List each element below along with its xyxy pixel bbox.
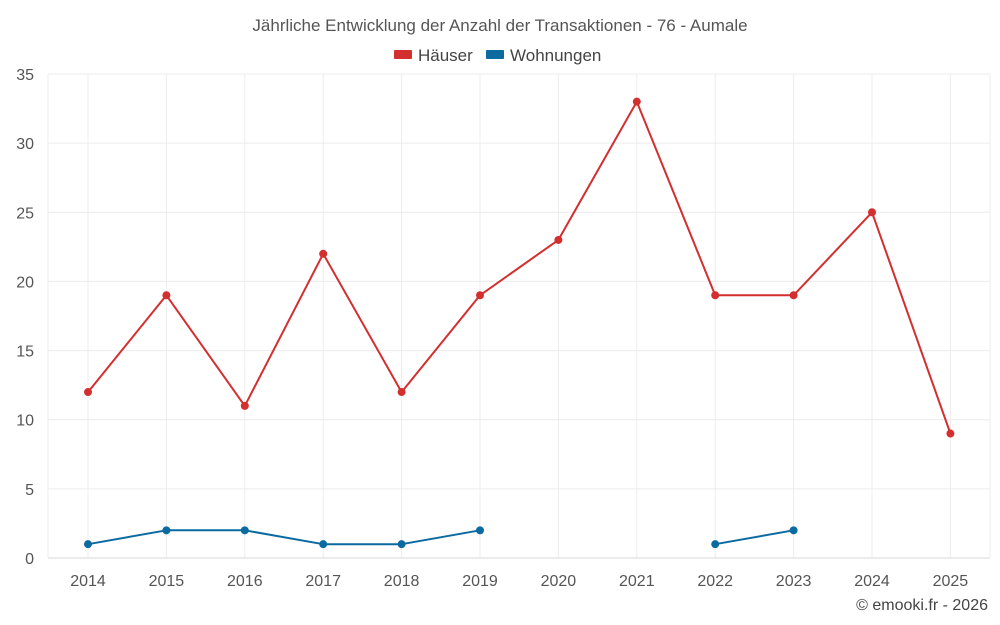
- data-point-wohnungen[interactable]: [319, 540, 328, 549]
- x-tick-label: 2014: [70, 573, 106, 590]
- data-point-wohnungen[interactable]: [162, 526, 171, 535]
- chart-title: Jährliche Entwicklung der Anzahl der Tra…: [252, 16, 747, 35]
- data-point-haeuser[interactable]: [632, 97, 641, 106]
- y-tick-label: 30: [16, 136, 34, 153]
- series-line-haeuser: [87, 100, 952, 434]
- y-tick-label: 35: [16, 67, 34, 84]
- footer-credit: © emooki.fr - 2026: [856, 597, 988, 614]
- y-axis: 0 5 10 15 20 25 30 35: [16, 67, 34, 568]
- data-point-haeuser[interactable]: [397, 388, 406, 397]
- x-tick-label: 2015: [149, 573, 185, 590]
- x-tick-label: 2021: [619, 573, 655, 590]
- x-tick-label: 2022: [697, 573, 733, 590]
- data-point-haeuser[interactable]: [711, 291, 720, 300]
- x-axis: 2014 2015 2016 2017 2018 2019 2020 2021 2022 2023…: [48, 557, 990, 590]
- data-point-haeuser[interactable]: [162, 291, 171, 300]
- legend: Häuser Wohnungen: [394, 46, 601, 65]
- x-tick-label: 2017: [305, 573, 341, 590]
- grid: [47, 73, 991, 558]
- data-point-haeuser[interactable]: [84, 388, 92, 397]
- legend-label-haeuser: Häuser: [418, 46, 473, 65]
- x-tick-label: 2024: [854, 573, 890, 590]
- series-line-wohnungen: [87, 529, 794, 546]
- y-tick-label: 20: [16, 274, 34, 291]
- y-tick-label: 5: [25, 482, 34, 499]
- data-point-haeuser[interactable]: [868, 208, 876, 217]
- y-tick-label: 0: [25, 551, 34, 568]
- legend-item-haeuser[interactable]: Häuser: [394, 46, 473, 65]
- y-tick-label: 25: [16, 205, 34, 222]
- plot-series: [84, 97, 955, 549]
- data-point-haeuser[interactable]: [554, 235, 563, 244]
- data-point-haeuser[interactable]: [789, 291, 798, 300]
- x-tick-label: 2023: [776, 573, 812, 590]
- series-wohnungen: [84, 526, 798, 549]
- series-haeuser: [84, 97, 955, 438]
- x-tick-label: 2025: [933, 573, 969, 590]
- x-tick-label: 2020: [541, 573, 577, 590]
- data-point-wohnungen[interactable]: [476, 526, 484, 535]
- data-point-wohnungen[interactable]: [84, 540, 92, 549]
- legend-swatch-haeuser: [394, 50, 412, 59]
- data-point-wohnungen[interactable]: [397, 540, 406, 549]
- y-tick-label: 15: [16, 344, 34, 361]
- x-tick-label: 2018: [384, 573, 420, 590]
- x-tick-label: 2016: [227, 573, 263, 590]
- data-point-wohnungen[interactable]: [711, 540, 720, 549]
- data-point-haeuser[interactable]: [476, 291, 484, 300]
- data-point-haeuser[interactable]: [946, 429, 955, 438]
- legend-swatch-wohnungen: [486, 50, 504, 59]
- data-point-wohnungen[interactable]: [240, 526, 249, 535]
- legend-item-wohnungen[interactable]: Wohnungen: [486, 46, 601, 65]
- data-point-haeuser[interactable]: [240, 401, 249, 410]
- data-point-wohnungen[interactable]: [789, 526, 798, 535]
- y-tick-label: 10: [16, 413, 34, 430]
- x-tick-label: 2019: [462, 573, 498, 590]
- data-point-haeuser[interactable]: [319, 249, 328, 258]
- legend-label-wohnungen: Wohnungen: [510, 46, 601, 65]
